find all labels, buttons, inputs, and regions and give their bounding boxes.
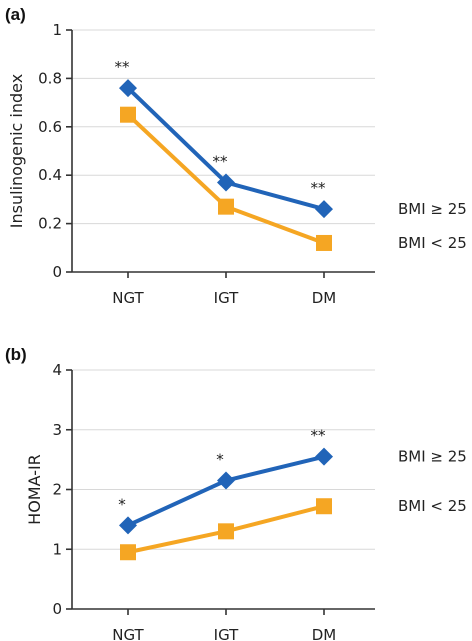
data-point-diamond xyxy=(315,447,333,466)
x-tick-label: DM xyxy=(312,626,337,641)
panel-label: (b) xyxy=(5,345,27,364)
legend-label: BMI < 25 xyxy=(398,234,467,252)
data-point-diamond xyxy=(119,79,137,98)
legend-label: BMI ≥ 25 xyxy=(398,200,467,218)
y-tick-label: 0.4 xyxy=(38,166,62,184)
x-tick-label: DM xyxy=(312,289,337,307)
y-tick-label: 0 xyxy=(52,263,62,281)
data-point-diamond xyxy=(315,200,333,219)
x-tick-label: NGT xyxy=(112,289,144,307)
data-point-square xyxy=(218,523,234,540)
significance-marker: ** xyxy=(115,58,131,76)
legend-label: BMI < 25 xyxy=(398,497,467,515)
x-tick-label: NGT xyxy=(112,626,144,641)
data-point-diamond xyxy=(119,516,137,535)
y-tick-label: 3 xyxy=(52,421,62,439)
data-point-square xyxy=(218,198,234,215)
significance-marker: ** xyxy=(311,179,327,197)
x-tick-label: IGT xyxy=(214,289,240,307)
legend-label: BMI ≥ 25 xyxy=(398,448,467,466)
significance-marker: ** xyxy=(311,427,327,445)
y-tick-label: 0 xyxy=(52,600,62,618)
y-tick-label: 2 xyxy=(52,481,62,499)
panel-label: (a) xyxy=(5,5,26,24)
y-tick-label: 1 xyxy=(52,540,62,558)
y-tick-label: 0.6 xyxy=(38,118,62,136)
data-point-square xyxy=(316,498,332,515)
significance-marker: * xyxy=(216,451,224,469)
data-point-diamond xyxy=(217,471,235,490)
data-point-square xyxy=(316,234,332,251)
y-tick-label: 1 xyxy=(52,21,62,39)
data-point-diamond xyxy=(217,173,235,192)
y-axis-title: Insulinogenic index xyxy=(7,74,26,228)
x-tick-label: IGT xyxy=(214,626,240,641)
y-tick-label: 0.2 xyxy=(38,215,62,233)
y-tick-label: 0.8 xyxy=(38,69,62,87)
significance-marker: * xyxy=(118,495,126,513)
data-point-square xyxy=(120,106,136,123)
significance-marker: ** xyxy=(213,152,229,170)
data-point-square xyxy=(120,544,136,561)
y-axis-title: HOMA-IR xyxy=(25,454,44,525)
y-tick-label: 4 xyxy=(52,361,62,379)
